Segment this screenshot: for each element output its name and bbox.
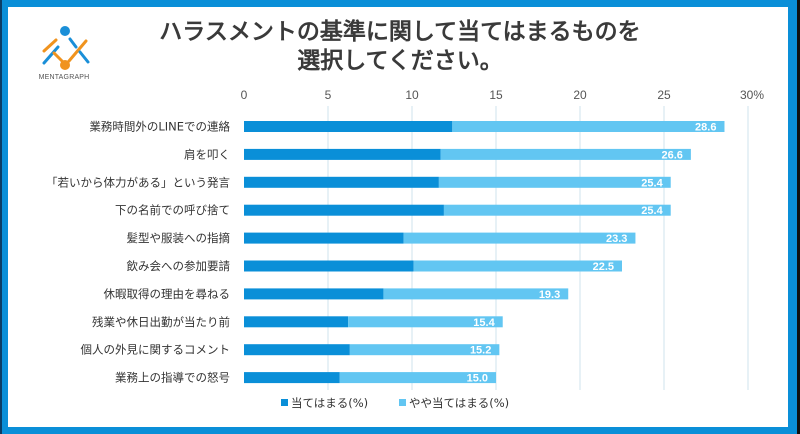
bar-segment-atehamaru xyxy=(244,260,414,272)
bar-segment-yaya-atehamaru xyxy=(440,148,691,160)
total-value-label: 15.0 xyxy=(467,373,488,385)
frame-edge-left xyxy=(0,0,2,434)
legend-swatch xyxy=(399,399,406,406)
x-tick-label: 25 xyxy=(657,88,671,102)
total-value-label: 15.2 xyxy=(470,345,491,357)
bar-segment-atehamaru xyxy=(244,176,439,188)
x-tick-label: 10 xyxy=(405,88,419,102)
chart-title-line-1: ハラスメントの基準に関して当てはまるものを xyxy=(159,19,641,45)
bar-segment-yaya-atehamaru xyxy=(452,121,725,132)
bar-segment-yaya-atehamaru xyxy=(348,316,503,328)
total-value-label: 19.3 xyxy=(539,289,560,301)
legend-label: 当てはまる(%) xyxy=(291,396,368,410)
x-tick-label: 15 xyxy=(489,88,503,102)
chart-title: ハラスメントの基準に関して当てはまるものを 選択してください。 xyxy=(120,18,680,76)
category-label: 肩を叩く xyxy=(184,147,230,161)
category-label: 下の名前での呼び捨て xyxy=(115,203,230,217)
category-labels: 業務時間外のLINEでの連絡肩を叩く「若いから体力がある」という発言下の名前での… xyxy=(46,120,230,385)
bar-segment-atehamaru xyxy=(244,232,404,244)
category-label: 「若いから体力がある」という発言 xyxy=(46,175,230,189)
bars xyxy=(244,121,725,384)
value-labels: 28.6 26.6 25.4 25.4 23.3 22.5 19.3 15.4 15.2 15.0 xyxy=(467,122,717,385)
bar-segment-atehamaru xyxy=(244,372,340,384)
x-tick-label: 20 xyxy=(573,88,587,102)
legend-label: やや当てはまる(%) xyxy=(409,396,509,410)
bar-segment-yaya-atehamaru xyxy=(413,260,622,272)
category-label: 残業や休日出勤が当たり前 xyxy=(92,315,230,329)
category-label: 休暇取得の理由を尋ねる xyxy=(104,287,231,301)
x-tick-label: 0 xyxy=(241,88,248,102)
logo-wordmark: MENTAGRAPH xyxy=(38,74,90,81)
bar-segment-atehamaru xyxy=(244,121,453,132)
bar-segment-yaya-atehamaru xyxy=(349,344,500,356)
total-value-label: 15.4 xyxy=(473,317,495,329)
legend: 当てはまる(%) やや当てはまる(%) xyxy=(281,396,509,410)
x-tick-label: 30% xyxy=(740,88,764,102)
bar-segment-atehamaru xyxy=(244,344,350,356)
bar-segment-yaya-atehamaru xyxy=(383,288,569,300)
total-value-label: 25.4 xyxy=(641,205,663,217)
bar-segment-atehamaru xyxy=(244,288,384,300)
chart-title-line-2: 選択してください。 xyxy=(297,48,503,74)
bar-segment-atehamaru xyxy=(244,148,441,160)
bar-segment-yaya-atehamaru xyxy=(438,176,671,188)
mentagraph-logo-icon xyxy=(42,26,90,70)
legend-swatch xyxy=(281,399,288,406)
x-tick-label: 5 xyxy=(325,88,332,102)
bar-segment-yaya-atehamaru xyxy=(339,372,496,384)
frame-edge-right xyxy=(797,0,800,434)
category-label: 髪型や服装への指摘 xyxy=(127,231,231,245)
chart-canvas xyxy=(8,7,788,427)
bar-segment-yaya-atehamaru xyxy=(443,204,671,216)
category-label: 業務上の指導での怒号 xyxy=(115,371,230,385)
total-value-label: 28.6 xyxy=(695,122,716,134)
bar-segment-atehamaru xyxy=(244,204,444,216)
total-value-label: 22.5 xyxy=(593,261,614,273)
total-value-label: 25.4 xyxy=(641,177,663,189)
x-axis-ticks: 0 5 10 15 20 25 30% xyxy=(241,88,765,102)
category-label: 個人の外見に関するコメント xyxy=(81,343,231,357)
category-label: 業務時間外のLINEでの連絡 xyxy=(89,120,230,134)
total-value-label: 23.3 xyxy=(606,233,627,245)
bar-segment-atehamaru xyxy=(244,316,349,328)
total-value-label: 26.6 xyxy=(661,149,682,161)
bar-segment-yaya-atehamaru xyxy=(403,232,636,244)
category-label: 飲み会への参加要請 xyxy=(127,259,231,273)
